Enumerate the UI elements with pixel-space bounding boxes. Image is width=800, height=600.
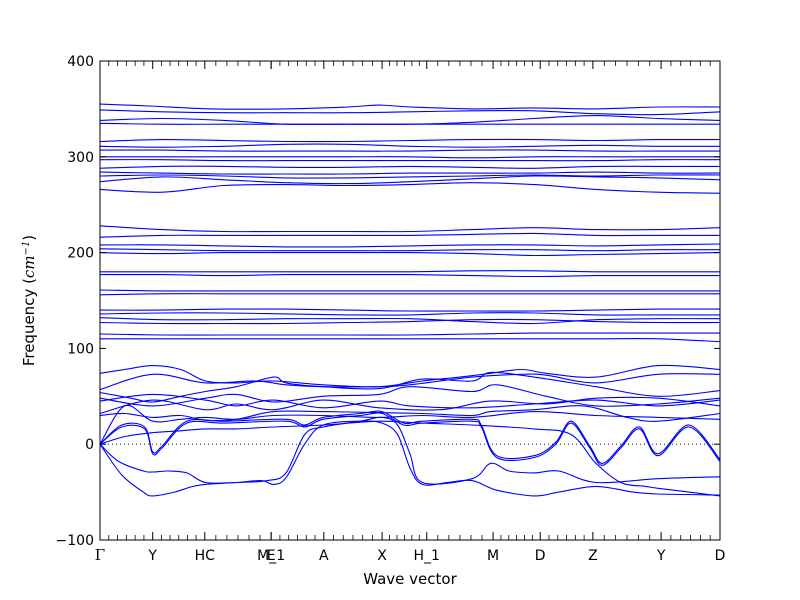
x-tick-label: HC — [195, 548, 216, 564]
band-line-2 — [99, 109, 721, 116]
y-axis-label-exponent: −1 — [21, 241, 32, 256]
y-tick-label: 200 — [67, 246, 94, 262]
x-tick-label: D — [715, 548, 726, 564]
band-line-19 — [99, 251, 721, 257]
band-line-23 — [99, 293, 720, 296]
band-line-12 — [99, 174, 721, 179]
band-line-39 — [99, 412, 721, 466]
band-line-37 — [99, 404, 721, 445]
band-line-8 — [100, 156, 720, 159]
x-tick-label: Γ — [95, 546, 105, 564]
band-line-35 — [99, 396, 721, 415]
band-line-29 — [100, 338, 721, 343]
band-line-17 — [99, 243, 721, 248]
band-line-1 — [99, 103, 721, 110]
x-tick-label: M — [487, 548, 499, 564]
x-tick-label: Y — [656, 548, 666, 564]
band-line-32 — [99, 371, 721, 403]
y-axis-label: Frequency (cm−1) — [20, 235, 38, 366]
band-line-26 — [99, 317, 721, 325]
band-line-22 — [99, 289, 720, 292]
x-axis-label: Wave vector — [363, 570, 457, 588]
band-line-11 — [99, 171, 721, 175]
y-axis-label-unit: cm — [20, 255, 38, 278]
band-line-4 — [99, 122, 720, 125]
band-line-3 — [99, 115, 721, 126]
x-tick-label: Y — [147, 548, 157, 564]
band-line-25 — [99, 312, 720, 316]
y-axis-label-close: ) — [20, 235, 38, 241]
band-line-21 — [99, 274, 720, 278]
x-tick-labels: Γ Y HC EM_1 A X H_1 M D Z Y D — [95, 546, 726, 564]
band-line-16 — [99, 232, 720, 238]
y-tick-label: 300 — [67, 150, 94, 166]
x-tick-label: E — [267, 548, 276, 564]
x-tick-label: Z — [588, 548, 598, 564]
band-line-33 — [99, 384, 721, 407]
band-line-14 — [99, 182, 721, 194]
plot-frame — [99, 60, 721, 541]
x-tick-label: X — [377, 548, 387, 564]
band-line-15 — [99, 225, 721, 233]
band-line-41 — [99, 420, 721, 497]
band-line-13 — [99, 175, 721, 185]
y-axis-label-text: Frequency ( — [20, 278, 38, 366]
band-line-9 — [99, 159, 721, 162]
band-line-38 — [99, 410, 721, 464]
x-tick-label: A — [319, 548, 329, 564]
band-line-28 — [99, 332, 720, 336]
band-line-40 — [99, 416, 721, 485]
x-tick-label: D — [535, 548, 546, 564]
band-line-24 — [99, 308, 721, 312]
band-line-27 — [99, 318, 721, 325]
band-line-5 — [99, 138, 721, 143]
y-tick-label: −100 — [56, 533, 94, 549]
band-line-6 — [99, 143, 721, 148]
y-tick-label: 100 — [67, 341, 94, 357]
band-line-20 — [100, 270, 720, 273]
y-tick-label: 400 — [67, 54, 94, 70]
band-line-42 — [99, 420, 721, 497]
x-tick-label: H_1 — [414, 548, 440, 564]
band-line-7 — [99, 149, 720, 152]
y-tick-labels: −100 0 100 200 300 400 — [56, 54, 94, 549]
band-line-18 — [99, 248, 721, 252]
x-tick-label: M_1 — [257, 548, 285, 564]
band-line-10 — [99, 165, 720, 169]
band-line-34 — [99, 393, 721, 409]
band-line-30 — [99, 364, 721, 388]
series-layer — [99, 103, 721, 497]
y-tick-label: 0 — [85, 437, 94, 453]
